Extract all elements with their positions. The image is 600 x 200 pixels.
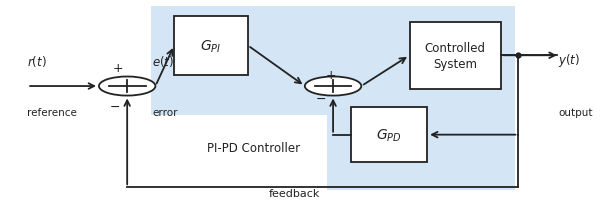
Text: $y(t)$: $y(t)$ [559,52,580,69]
Text: +: + [113,61,124,74]
Text: System: System [433,57,477,70]
Text: reference: reference [27,107,77,117]
Text: error: error [152,107,178,117]
Text: output: output [559,107,593,117]
Text: −: − [316,92,326,105]
Text: $G_{PD}$: $G_{PD}$ [376,127,402,143]
Text: feedback: feedback [269,188,320,198]
Text: Controlled: Controlled [425,42,485,55]
Text: $G_{PI}$: $G_{PI}$ [200,38,221,54]
Text: +: + [326,68,337,81]
Text: −: − [110,101,121,114]
Circle shape [99,77,155,96]
Bar [410,22,501,90]
Bar [351,107,427,163]
Circle shape [305,77,361,96]
Polygon shape [151,7,515,190]
Text: $r(t)$: $r(t)$ [27,54,47,69]
Bar [174,16,248,76]
Text: PI-PD Controller: PI-PD Controller [206,141,300,154]
Text: $e(t)$: $e(t)$ [152,54,175,69]
